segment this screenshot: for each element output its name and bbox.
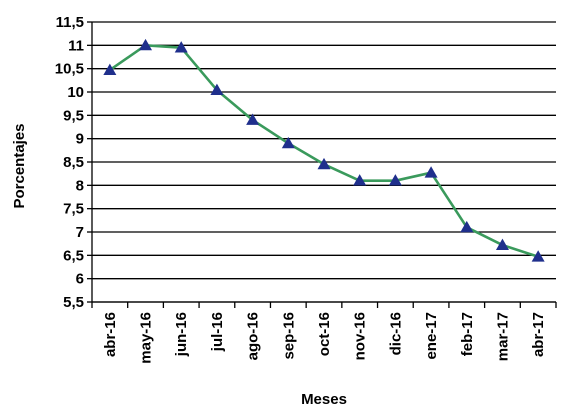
x-tick-label: mar-17 bbox=[494, 312, 511, 361]
data-point-marker bbox=[495, 238, 509, 250]
series-line bbox=[109, 43, 539, 258]
x-tick-label: nov-16 bbox=[352, 312, 369, 360]
data-point-marker bbox=[281, 136, 295, 149]
data-point-marker bbox=[210, 83, 224, 96]
x-tick-label: ene-17 bbox=[423, 312, 440, 360]
data-point-marker bbox=[139, 38, 153, 51]
x-tick-label: dic-16 bbox=[387, 312, 404, 355]
data-point-marker bbox=[531, 250, 545, 262]
y-tick-label: 10,5 bbox=[55, 61, 84, 78]
x-tick-label: feb-17 bbox=[459, 312, 476, 356]
y-tick-label: 8 bbox=[76, 177, 84, 194]
x-tick-label: jun-16 bbox=[173, 312, 190, 357]
x-tick-label: abr-17 bbox=[530, 312, 547, 357]
x-tick-label: may-16 bbox=[138, 312, 155, 364]
data-point-marker bbox=[460, 220, 474, 233]
y-tick-label: 8,5 bbox=[63, 154, 84, 171]
x-axis-ticks: abr-16 may-16 jun-16 jul-16 ago-16 sep-16 oct-… bbox=[91, 302, 557, 364]
data-point-marker bbox=[317, 157, 331, 170]
y-tick-label: 7,5 bbox=[63, 201, 84, 218]
y-tick-label: 6,5 bbox=[63, 247, 84, 264]
data-point-marker bbox=[353, 174, 367, 186]
x-tick-label: abr-16 bbox=[102, 312, 119, 357]
y-tick-label: 6 bbox=[76, 271, 84, 288]
y-axis-title: Porcentajes bbox=[11, 123, 28, 208]
y-axis-ticks: 5,5 6 6,5 7 7,5 8 8,5 9 9,5 10 10,5 11 11,5 bbox=[55, 14, 92, 311]
series-group bbox=[103, 38, 545, 262]
y-tick-label: 9,5 bbox=[63, 107, 84, 124]
x-tick-label: sep-16 bbox=[280, 312, 297, 360]
x-tick-label: jul-16 bbox=[209, 312, 226, 352]
data-point-marker bbox=[246, 113, 260, 125]
y-tick-label: 11 bbox=[68, 37, 84, 54]
data-point-marker bbox=[388, 174, 402, 186]
x-tick-label: oct-16 bbox=[316, 312, 333, 356]
y-tick-label: 7 bbox=[76, 224, 84, 241]
y-tick-label: 9 bbox=[76, 131, 84, 148]
y-tick-label: 11,5 bbox=[56, 14, 84, 31]
grid-lines bbox=[92, 21, 556, 303]
data-point-marker bbox=[103, 63, 117, 75]
y-tick-label: 5,5 bbox=[63, 294, 84, 311]
data-point-marker bbox=[174, 41, 188, 53]
data-point-marker bbox=[424, 166, 438, 178]
x-axis-title: Meses bbox=[301, 391, 347, 408]
x-tick-label: ago-16 bbox=[245, 312, 262, 360]
y-tick-label: 10 bbox=[67, 84, 84, 101]
